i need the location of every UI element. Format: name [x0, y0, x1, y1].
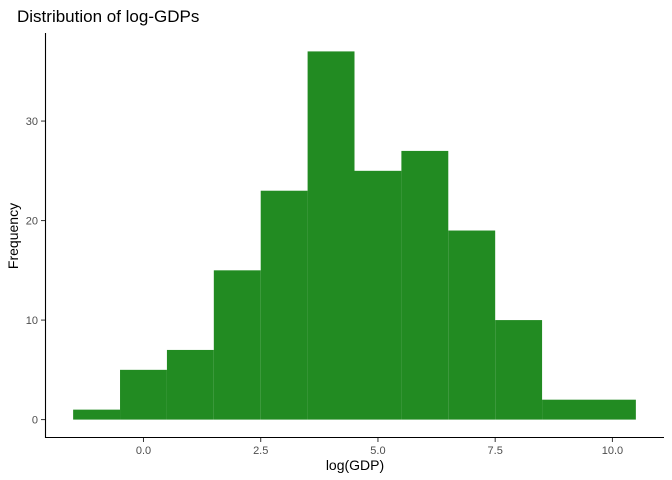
x-tick-label: 0.0	[136, 445, 151, 457]
x-axis-title: log(GDP)	[326, 457, 384, 473]
bars-group	[73, 51, 636, 420]
histogram-bar	[495, 320, 543, 420]
x-tick-label: 7.5	[488, 445, 503, 457]
y-tick-label: 0	[32, 415, 38, 427]
histogram-bar	[73, 409, 121, 420]
histogram-bar	[354, 170, 402, 420]
x-ticks-group: 0.0 2.5 5.0 7.5 10.0	[136, 438, 623, 457]
histogram-bar	[166, 349, 214, 420]
x-tick-label: 5.0	[370, 445, 385, 457]
y-tick-label: 20	[26, 216, 38, 228]
histogram-bar	[260, 190, 308, 420]
histogram-bar	[307, 51, 355, 420]
histogram-bar	[213, 270, 261, 420]
x-tick-label: 2.5	[253, 445, 268, 457]
y-tick-label: 30	[26, 116, 38, 128]
histogram-bar	[401, 150, 449, 420]
chart-title: Distribution of log-GDPs	[17, 7, 199, 26]
y-tick-label: 10	[26, 315, 38, 327]
y-axis-title: Frequency	[5, 203, 21, 269]
histogram-bar	[448, 230, 496, 420]
x-tick-label: 10.0	[602, 445, 623, 457]
y-ticks-group: 0 10 20 30	[26, 116, 45, 427]
histogram-bar	[542, 399, 636, 420]
histogram-bar	[120, 369, 167, 420]
